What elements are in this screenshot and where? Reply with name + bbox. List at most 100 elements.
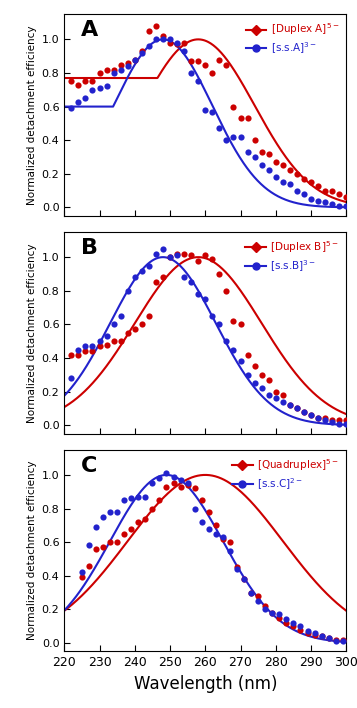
Point <box>104 81 109 92</box>
Point <box>227 537 233 548</box>
Point <box>210 253 215 265</box>
Point <box>294 403 300 414</box>
Point <box>231 344 236 355</box>
Point <box>245 113 250 124</box>
Point <box>171 471 176 482</box>
Point <box>287 165 293 176</box>
Point <box>195 55 201 67</box>
Point <box>107 506 113 518</box>
Point <box>192 483 197 494</box>
Point <box>125 327 131 338</box>
Point <box>146 40 152 52</box>
Point <box>195 288 201 299</box>
Point <box>283 614 289 625</box>
Point <box>259 382 265 394</box>
Point <box>104 64 109 75</box>
Point <box>252 360 257 372</box>
Point <box>231 131 236 142</box>
Point <box>185 478 191 489</box>
Point <box>157 473 162 484</box>
Point <box>86 539 92 551</box>
Point <box>104 339 109 350</box>
Point <box>223 336 229 347</box>
Point <box>234 561 240 573</box>
Point <box>238 319 243 330</box>
Point <box>160 30 166 42</box>
Point <box>294 185 300 196</box>
Point <box>319 631 325 642</box>
Point <box>270 607 275 618</box>
Point <box>153 21 159 32</box>
Point <box>252 152 257 163</box>
Point <box>153 34 159 45</box>
Point <box>245 147 250 158</box>
Point <box>259 369 265 380</box>
Point <box>270 607 275 618</box>
Point <box>118 336 124 347</box>
Point <box>252 377 257 389</box>
Point <box>266 374 272 385</box>
Point <box>90 346 95 357</box>
Point <box>266 165 272 176</box>
Point <box>97 341 102 352</box>
Point <box>188 250 194 261</box>
Point <box>298 620 303 632</box>
Point <box>276 609 282 620</box>
Point <box>100 542 106 553</box>
Point <box>305 627 310 639</box>
Point <box>336 414 342 426</box>
Point <box>266 148 272 159</box>
Point <box>213 520 219 531</box>
Point <box>202 104 208 115</box>
Point <box>238 113 243 124</box>
Legend: [Duplex B]$^{5-}$, [s.s.B]$^{3-}$: [Duplex B]$^{5-}$, [s.s.B]$^{3-}$ <box>243 237 341 276</box>
Point <box>305 626 310 637</box>
Point <box>223 135 229 146</box>
Point <box>322 414 328 426</box>
Point <box>97 336 102 347</box>
Point <box>216 268 222 280</box>
Point <box>132 324 138 335</box>
Point <box>202 294 208 305</box>
Point <box>93 521 99 532</box>
Point <box>308 176 314 188</box>
Point <box>308 193 314 205</box>
Point <box>343 418 349 429</box>
Point <box>90 76 95 87</box>
Point <box>129 493 134 504</box>
Point <box>312 627 317 639</box>
Point <box>273 171 279 183</box>
Y-axis label: Normalized detachment efficiency: Normalized detachment efficiency <box>27 25 37 205</box>
Point <box>139 319 145 330</box>
Point <box>114 506 120 518</box>
Point <box>287 399 293 411</box>
Point <box>220 533 226 544</box>
Point <box>153 248 159 259</box>
Point <box>142 513 148 525</box>
Point <box>301 406 307 418</box>
Point <box>118 59 124 70</box>
Point <box>167 251 173 263</box>
Point <box>93 543 99 554</box>
Point <box>178 474 183 486</box>
Point <box>188 55 194 67</box>
Point <box>171 478 176 489</box>
Point <box>146 25 152 37</box>
Point <box>69 349 74 360</box>
Point <box>75 79 81 91</box>
Point <box>280 160 286 171</box>
Point <box>291 620 296 632</box>
Point <box>167 34 173 45</box>
Point <box>160 243 166 254</box>
Point <box>329 185 335 196</box>
Point <box>69 372 74 384</box>
Point <box>121 494 127 506</box>
Point <box>174 37 180 48</box>
Point <box>100 511 106 523</box>
Point <box>248 587 254 598</box>
Point <box>174 250 180 261</box>
Point <box>280 389 286 401</box>
Text: C: C <box>81 456 97 476</box>
Point <box>86 560 92 571</box>
Point <box>333 634 338 645</box>
